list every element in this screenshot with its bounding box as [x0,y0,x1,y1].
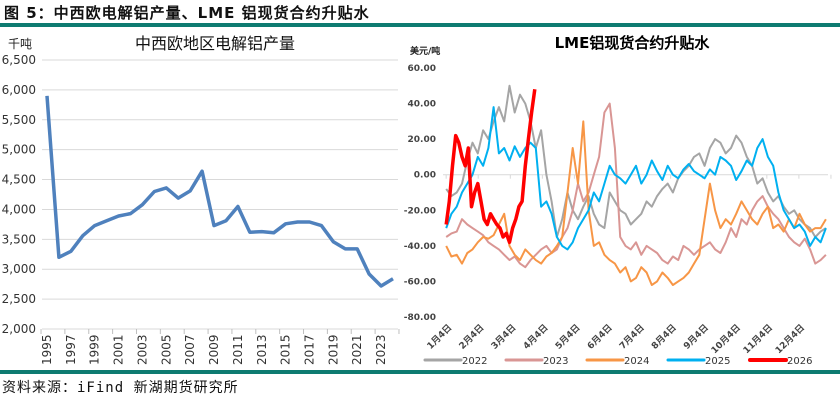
x-tick-label: 2009 [207,334,221,365]
y-tick-label: 2,000 [2,322,36,336]
source-note: 资料来源：iFind 新湖期货研究所 [2,380,239,396]
x-tick-label: 5月4日 [553,322,582,351]
x-tick-label: 2023 [374,334,388,365]
x-tick-label: 1995 [40,334,54,365]
x-tick-label: 2015 [279,334,293,365]
x-tick-label: 8月4日 [649,322,678,351]
y-tick-label: 60.00 [408,64,436,74]
figure-title: 图 5：中西欧电解铝产量、LME 铝现货合约升贴水 [4,4,370,22]
series-line-2025 [445,106,827,251]
y-tick-label: 3,000 [2,262,36,276]
x-tick-label: 1月4日 [425,322,454,351]
x-tick-label: 2021 [350,334,364,365]
x-tick-label: 1999 [88,334,102,365]
y-tick-label: 4,500 [2,173,36,187]
chart-title: 中西欧地区电解铝产量 [135,34,295,53]
y-axis-unit: 美元/吨 [410,45,440,57]
x-tick-label: 11月4日 [741,322,775,356]
x-tick-label: 12月4日 [773,322,807,356]
x-tick-label: 9月4日 [681,322,710,351]
series-line-production [45,95,394,288]
y-axis-unit: 千吨 [8,37,32,51]
legend-label-2026: 2026 [787,356,812,367]
y-tick-label: -40.00 [404,242,436,252]
y-tick-label: 0.00 [414,171,436,181]
y-tick-label: 6,000 [2,83,36,97]
series-line-2022 [445,84,827,238]
y-tick-label: -20.00 [404,206,436,216]
x-tick-label: 3月4日 [489,322,518,351]
x-tick-label: 2005 [159,334,173,365]
y-tick-label: 3,500 [2,232,36,246]
production-line-chart: 中西欧地区电解铝产量 千吨 6,500 6,000 5,500 5,000 4,500 4,0… [2,34,400,365]
legend-label-2024: 2024 [624,356,649,367]
x-tick-label: 2017 [302,334,316,365]
y-tick-label: -60.00 [404,277,436,287]
y-tick-label: 2,500 [2,292,36,306]
x-tick-label: 2003 [135,334,149,365]
legend-label-2025: 2025 [705,356,730,367]
series-line-2024 [445,120,827,286]
y-tick-label: -80.00 [404,313,436,323]
series-line-2026 [444,89,537,245]
y-tick-label: 5,500 [2,113,36,127]
legend-label-2023: 2023 [543,356,568,367]
bottom-rule [0,370,840,374]
x-tick-label: 2019 [326,334,340,365]
x-tick-label: 1997 [64,334,78,365]
x-tick-label: 6月4日 [585,322,614,351]
y-tick-label: 20.00 [408,135,436,145]
chart-title: LME铝现货合约升贴水 [555,34,711,52]
x-tick-label: 4月4日 [521,322,550,351]
y-tick-label: 40.00 [408,100,436,110]
x-tick-label: 2月4日 [457,322,486,351]
x-tick-label: 2001 [112,334,126,365]
top-rule [0,23,840,27]
legend-label-2022: 2022 [462,356,487,367]
x-tick-label: 7月4日 [617,322,646,351]
y-tick-label: 5,000 [2,143,36,157]
x-tick-label: 2007 [183,334,197,365]
series-line-2023 [445,102,827,269]
x-tick-label: 2013 [255,334,269,365]
y-tick-label: 6,500 [2,53,36,67]
x-tick-label: 10月4日 [709,322,743,356]
x-tick-label: 2011 [231,334,245,365]
y-tick-label: 4,000 [2,202,36,216]
